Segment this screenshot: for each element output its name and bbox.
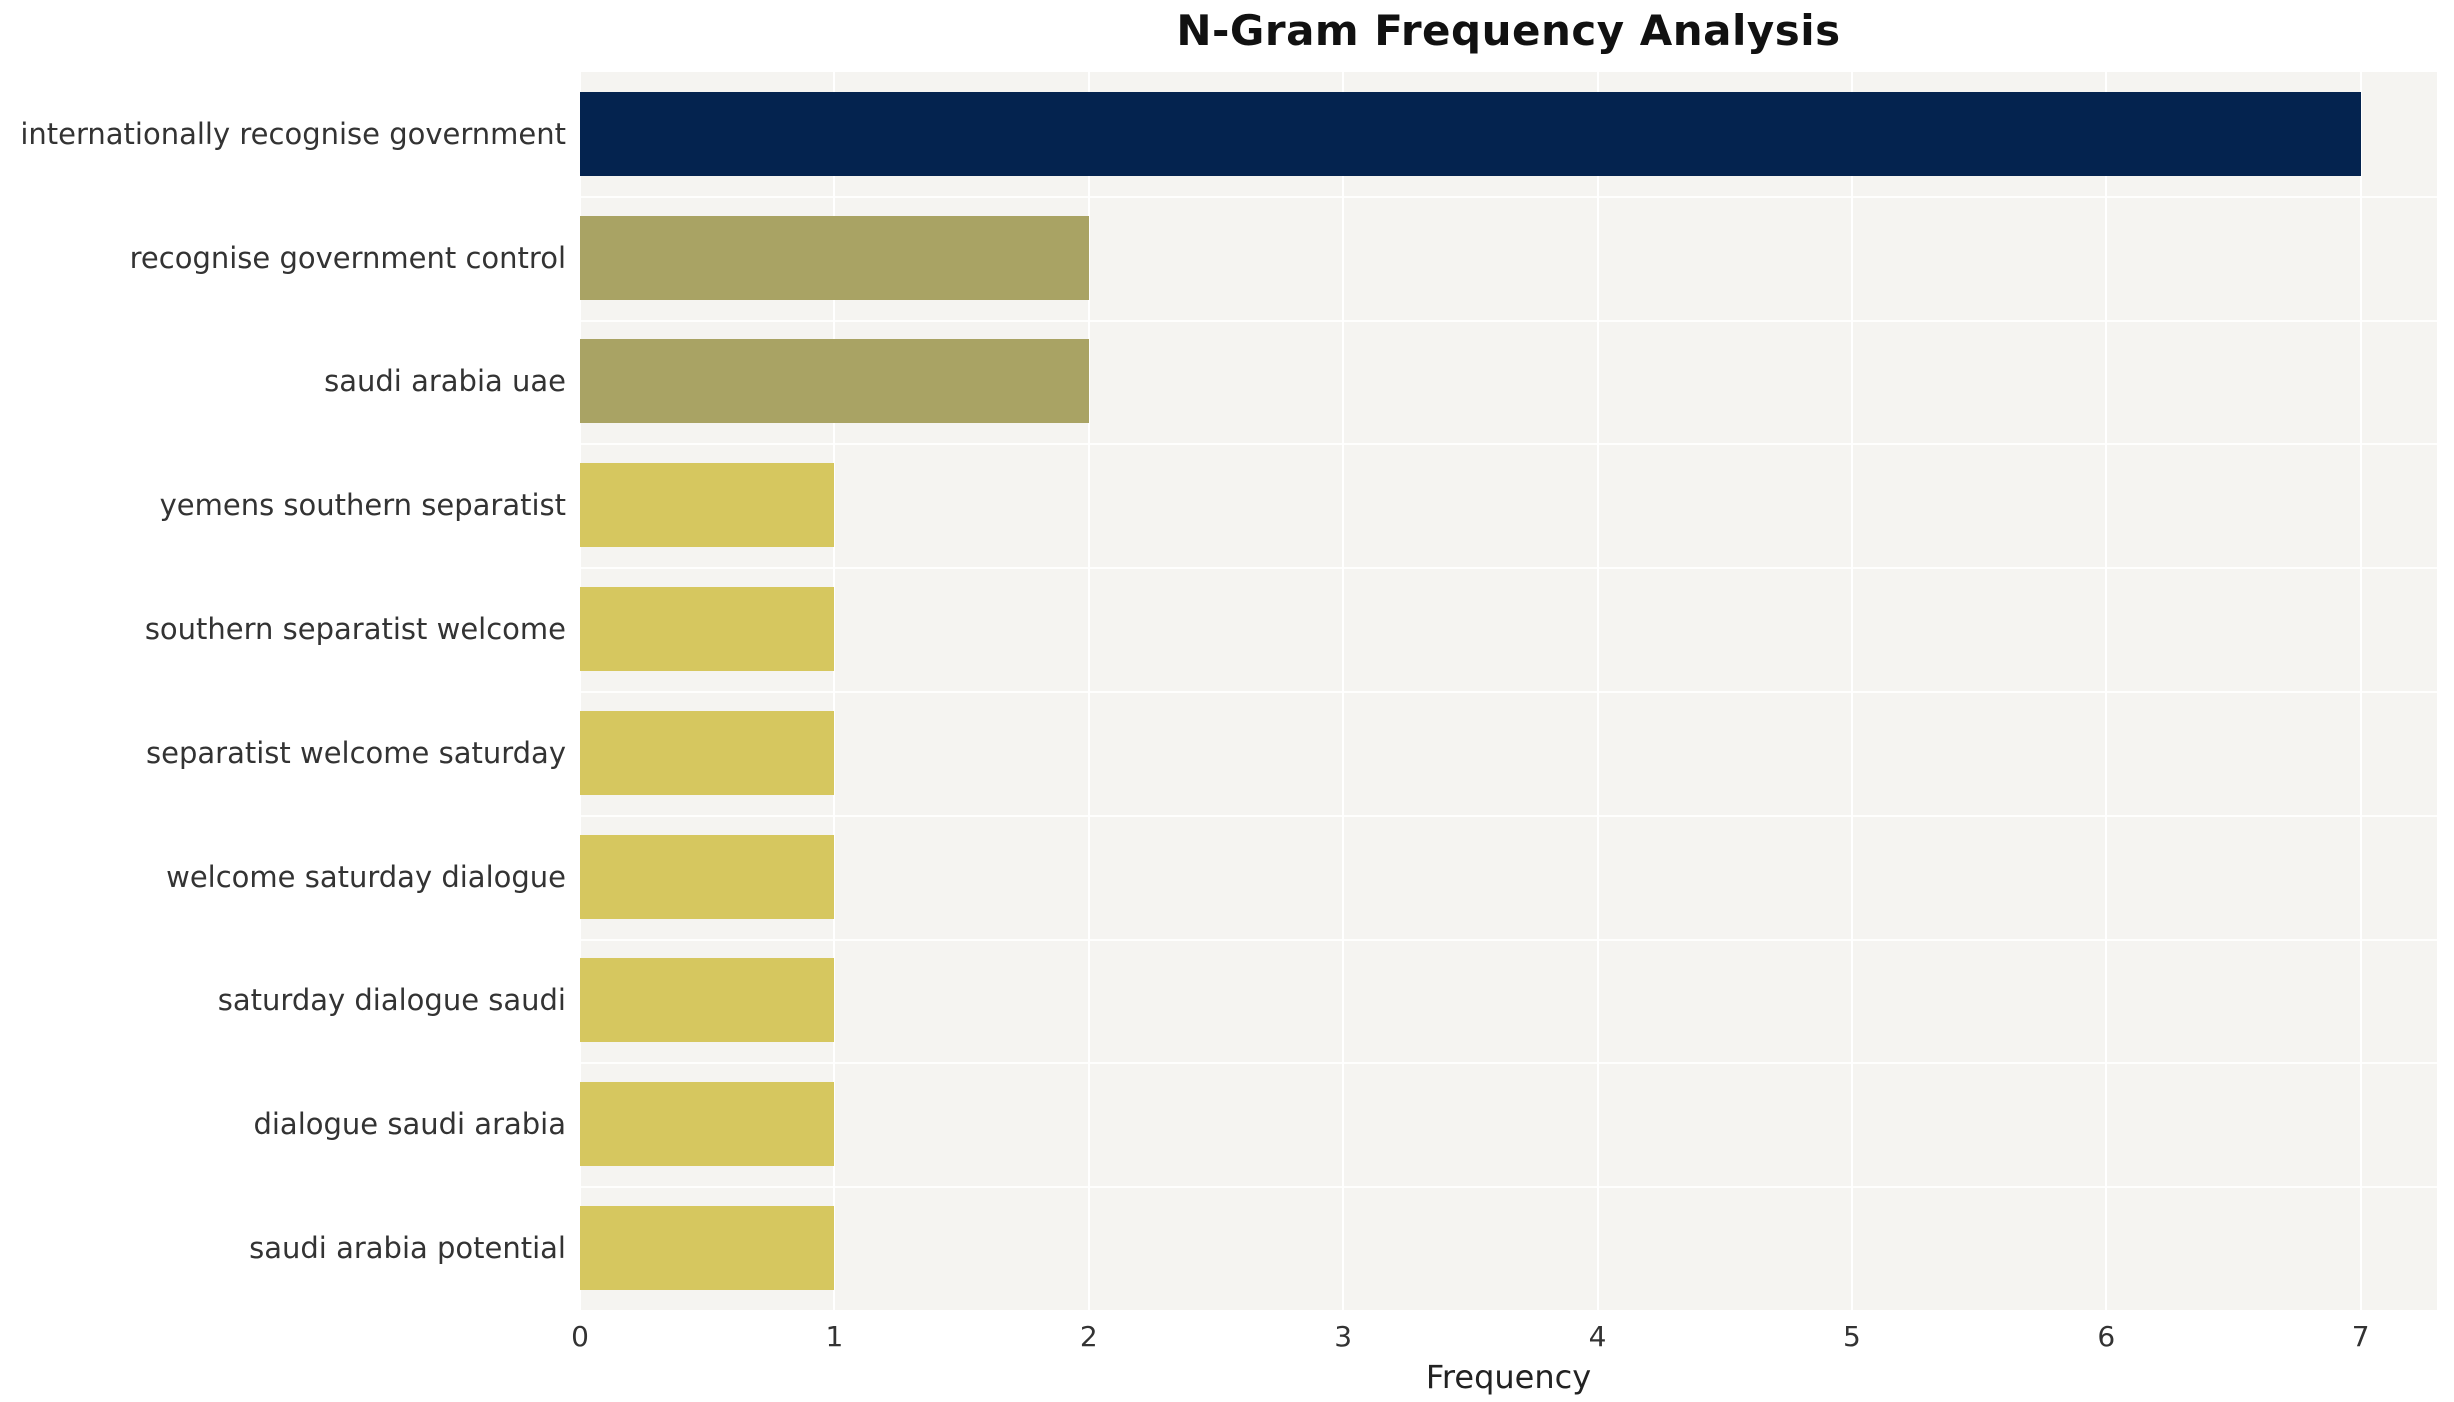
bar-row: saturday dialogue saudi: [0, 939, 2437, 1063]
bar: [580, 339, 1089, 424]
bar: [580, 91, 2361, 176]
gridline-horizontal: [580, 320, 2437, 322]
bar-row: dialogue saudi arabia: [0, 1062, 2437, 1186]
x-tick-label: 6: [2097, 1320, 2116, 1353]
bar-label: welcome saturday dialogue: [166, 859, 566, 894]
bar-row: recognise government control: [0, 196, 2437, 320]
bar-row: southern separatist welcome: [0, 567, 2437, 691]
bar-label: saudi arabia potential: [249, 1231, 566, 1266]
x-axis-label: Frequency: [1425, 1358, 1592, 1396]
x-tick-label: 2: [1079, 1320, 1098, 1353]
x-tick-label: 3: [1334, 1320, 1353, 1353]
bar-label: saudi arabia uae: [324, 364, 566, 399]
gridline-horizontal: [580, 443, 2437, 445]
chart-title: N-Gram Frequency Analysis: [1176, 6, 1841, 55]
gridline-horizontal: [580, 196, 2437, 198]
bar: [580, 463, 835, 548]
bar: [580, 958, 835, 1043]
bar-track: [580, 196, 2437, 320]
bar-track: [580, 1186, 2437, 1310]
bar-label: dialogue saudi arabia: [253, 1107, 566, 1142]
bar-track: [580, 320, 2437, 444]
bar-label: southern separatist welcome: [144, 612, 566, 647]
bar: [580, 1082, 835, 1167]
gridline-horizontal: [580, 939, 2437, 941]
x-tick-label: 5: [1842, 1320, 1861, 1353]
gridline-horizontal: [580, 691, 2437, 693]
bar-row: yemens southern separatist: [0, 443, 2437, 567]
bar-track: [580, 939, 2437, 1063]
gridline-horizontal: [580, 1186, 2437, 1188]
bar: [580, 1206, 835, 1291]
bar-label: saturday dialogue saudi: [217, 983, 566, 1018]
x-tick-label: 4: [1588, 1320, 1607, 1353]
x-tick-label: 1: [825, 1320, 844, 1353]
bar-row: saudi arabia uae: [0, 320, 2437, 444]
gridline-horizontal: [580, 1062, 2437, 1064]
bar: [580, 215, 1089, 300]
bar-track: [580, 443, 2437, 567]
bar: [580, 587, 835, 672]
bar: [580, 834, 835, 919]
bar-rows: internationally recognise government reco…: [0, 72, 2437, 1310]
bar-track: [580, 72, 2437, 196]
bar-label: separatist welcome saturday: [146, 735, 566, 770]
bar-track: [580, 567, 2437, 691]
bar-label: recognise government control: [129, 240, 566, 275]
bar-track: [580, 1062, 2437, 1186]
bar: [580, 710, 835, 795]
bar-row: internationally recognise government: [0, 72, 2437, 196]
bar-track: [580, 691, 2437, 815]
gridline-horizontal: [580, 815, 2437, 817]
x-axis-ticks: 0 1 2 3 4 5 6 7: [571, 1320, 2437, 1360]
x-tick-label: 7: [2351, 1320, 2370, 1353]
bar-row: saudi arabia potential: [0, 1186, 2437, 1310]
bar-row: welcome saturday dialogue: [0, 815, 2437, 939]
bar-label: yemens southern separatist: [159, 488, 566, 523]
gridline-horizontal: [580, 567, 2437, 569]
bar-row: separatist welcome saturday: [0, 691, 2437, 815]
bar-label: internationally recognise government: [20, 116, 566, 151]
x-tick-label: 0: [571, 1320, 589, 1353]
bar-track: [580, 815, 2437, 939]
